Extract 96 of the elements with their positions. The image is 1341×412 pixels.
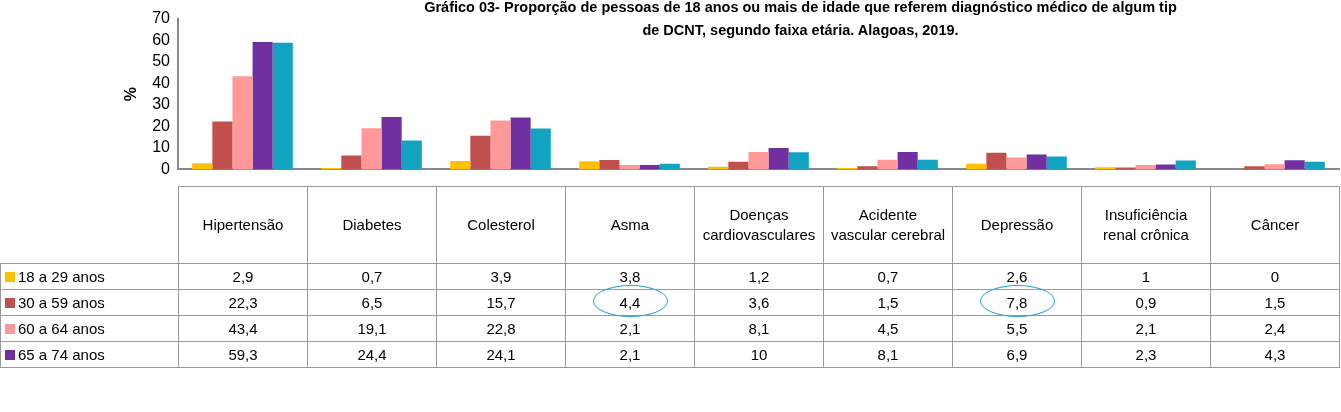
data-label: 3,9	[436, 263, 566, 290]
bar	[1095, 167, 1116, 170]
data-label: 24,4	[307, 341, 437, 368]
data-label: 15,7	[436, 289, 566, 316]
bar	[361, 128, 382, 170]
data-label: 2,9	[178, 263, 308, 290]
x-tick-label: Diabetes	[307, 186, 437, 264]
data-label: 2,1	[1081, 315, 1211, 342]
x-tick-label: Acidente vascular cerebral	[823, 186, 953, 264]
bar	[728, 161, 749, 170]
bar	[470, 135, 491, 170]
data-label: 4,4	[565, 289, 695, 316]
data-label: 22,3	[178, 289, 308, 316]
bar	[917, 159, 938, 170]
bar	[341, 155, 362, 170]
y-tick-label: 30	[152, 95, 171, 113]
data-label: 8,1	[823, 341, 953, 368]
bar	[1304, 161, 1325, 170]
y-tick-label: 50	[152, 52, 171, 70]
data-label: 19,1	[307, 315, 437, 342]
data-label: 6,9	[952, 341, 1082, 368]
bar	[1135, 164, 1156, 170]
data-label: 4,5	[823, 315, 953, 342]
data-label: 43,4	[178, 315, 308, 342]
bar	[768, 147, 789, 170]
bar	[1046, 156, 1067, 170]
data-label: 0,9	[1081, 289, 1211, 316]
bar	[1264, 164, 1285, 170]
x-tick-label: Insuficiência renal crônica	[1081, 186, 1211, 264]
data-label: 1,2	[694, 263, 824, 290]
y-tick-label: 0	[161, 159, 171, 177]
y-axis-title: %	[122, 87, 140, 102]
bar	[252, 41, 273, 170]
data-label: 7,8	[952, 289, 1082, 316]
bar	[1284, 160, 1305, 170]
data-label: 1	[1081, 263, 1211, 290]
bar	[857, 166, 878, 170]
bar	[212, 121, 233, 170]
bar	[897, 152, 918, 170]
data-label: 0,7	[823, 263, 953, 290]
data-label: 1,5	[1210, 289, 1340, 316]
bar	[599, 159, 620, 170]
data-label: 4,3	[1210, 341, 1340, 368]
data-label: 1,5	[823, 289, 953, 316]
bar	[1006, 157, 1027, 170]
x-tick-label: Câncer	[1210, 186, 1340, 264]
data-label: 10	[694, 341, 824, 368]
y-tick-label: 10	[152, 138, 171, 156]
data-label: 2,6	[952, 263, 1082, 290]
x-tick-label: Doenças cardiovasculares	[694, 186, 824, 264]
bar	[1175, 160, 1196, 170]
legend-label: 18 a 29 anos	[0, 263, 179, 290]
bar	[579, 161, 600, 170]
bar	[272, 42, 293, 170]
data-label: 2,1	[565, 341, 695, 368]
y-tick-label: 70	[152, 9, 171, 27]
bar	[401, 140, 422, 170]
bar	[450, 161, 471, 170]
data-label: 22,8	[436, 315, 566, 342]
legend-label: 30 a 59 anos	[0, 289, 179, 316]
data-label: 5,5	[952, 315, 1082, 342]
bar	[381, 116, 402, 170]
data-label: 3,6	[694, 289, 824, 316]
y-tick-label: 60	[152, 30, 171, 48]
bar	[788, 152, 809, 170]
bar	[619, 164, 640, 170]
bar	[1155, 164, 1176, 170]
data-label: 24,1	[436, 341, 566, 368]
data-label: 3,8	[565, 263, 695, 290]
data-label: 2,3	[1081, 341, 1211, 368]
chart-title: Gráfico 03- Proporção de pessoas de 18 anos ou mais de idade que referem diagnóstico médico de algum tip de DCNT, segundo faixa etária. Alagoas, 2019.	[423, 0, 1178, 40]
bar	[192, 163, 213, 170]
bar	[510, 117, 531, 170]
bar	[1026, 154, 1047, 170]
bar	[232, 76, 253, 170]
legend-label: 60 a 64 anos	[0, 315, 179, 342]
bar	[877, 159, 898, 170]
bar	[490, 120, 511, 170]
legend-label: 65 a 74 anos	[0, 341, 179, 368]
x-tick-label: Colesterol	[436, 186, 566, 264]
data-label: 6,5	[307, 289, 437, 316]
data-label: 8,1	[694, 315, 824, 342]
bar	[530, 128, 551, 170]
data-label: 2,4	[1210, 315, 1340, 342]
x-tick-label: Depressão	[952, 186, 1082, 264]
y-tick-label: 40	[152, 73, 171, 91]
bar	[1244, 166, 1265, 170]
data-label: 2,1	[565, 315, 695, 342]
data-label: 0,7	[307, 263, 437, 290]
x-tick-label: Hipertensão	[178, 186, 308, 264]
x-tick-label: Asma	[565, 186, 695, 264]
bar	[986, 152, 1007, 170]
bar	[748, 152, 769, 170]
y-tick-label: 20	[152, 116, 171, 134]
data-label: 0	[1210, 263, 1340, 290]
data-label: 59,3	[178, 341, 308, 368]
